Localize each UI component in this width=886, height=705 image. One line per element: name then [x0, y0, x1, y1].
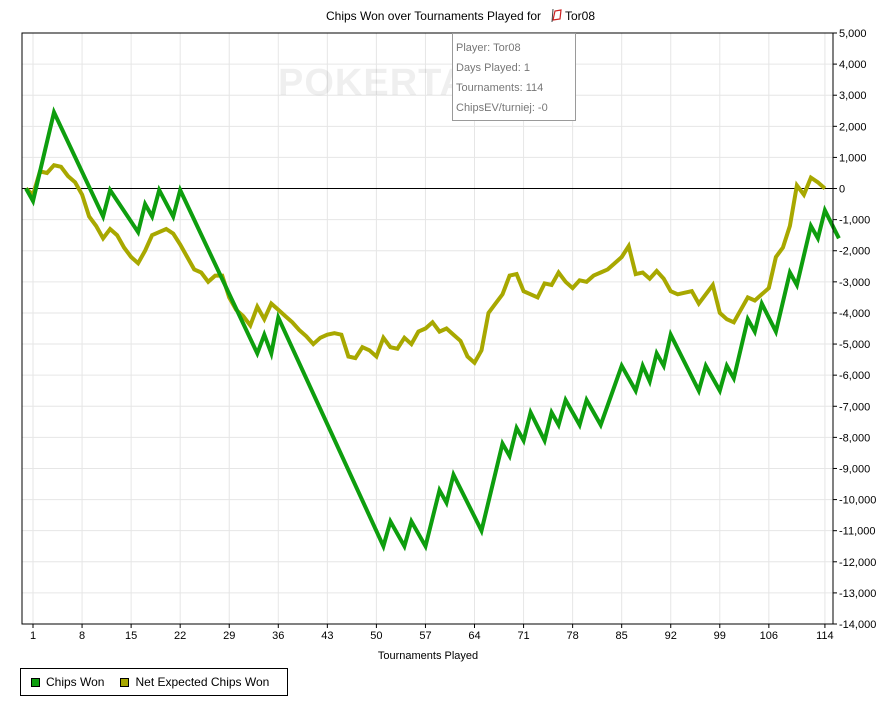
series-line-expected-chips: [24, 162, 827, 366]
x-tick-label: 57: [419, 630, 431, 642]
legend-label-expected-chips: Net Expected Chips Won: [135, 675, 270, 689]
y-tick-label: 3,000: [839, 90, 867, 102]
grid: [22, 32, 833, 625]
legend-label-chips-won: Chips Won: [46, 675, 105, 689]
x-axis-label: Tournaments Played: [378, 650, 478, 662]
y-axis: 5,000 4,000 3,000 2,000 1,000 0 -1,000 -2,000 -3…: [833, 28, 876, 631]
y-tick-label: -12,000: [839, 557, 876, 569]
series-line-chips-won: [24, 106, 841, 552]
y-tick-label: -11,000: [839, 526, 876, 538]
x-tick-label: 99: [714, 630, 726, 642]
tooltip-tournaments: Tournaments: 114: [456, 82, 544, 94]
x-tick-label: 85: [616, 630, 628, 642]
x-tick-label: 64: [468, 630, 480, 642]
chart-title: Chips Won over Tournaments Played for: [326, 9, 541, 23]
legend-item-chips-won[interactable]: Chips Won: [31, 675, 104, 689]
y-tick-label: -1,000: [839, 215, 870, 227]
tooltip: Player: Tor08 Days Played: 1 Tournaments…: [452, 33, 576, 121]
y-tick-label: -9,000: [839, 463, 870, 475]
x-tick-label: 114: [816, 630, 834, 642]
y-tick-label: -10,000: [839, 495, 876, 507]
x-tick-label: 22: [174, 630, 186, 642]
player-flag-icon: [551, 8, 562, 23]
legend-swatch-expected-chips: [120, 677, 130, 687]
x-tick-label: 8: [79, 630, 85, 642]
x-tick-label: 78: [566, 630, 578, 642]
y-tick-label: -6,000: [839, 370, 870, 382]
series-layer: [24, 106, 841, 552]
y-tick-label: 4,000: [839, 59, 867, 71]
legend-swatch-chips-won: [31, 677, 40, 687]
tooltip-ev: ChipsEV/turniej: -0: [456, 102, 548, 114]
x-tick-label: 29: [223, 630, 235, 642]
x-tick-label: 106: [760, 630, 778, 642]
tooltip-days: Days Played: 1: [456, 62, 530, 74]
y-tick-label: 1,000: [839, 152, 867, 164]
y-tick-label: 2,000: [839, 121, 867, 133]
x-axis: 1 8 15 22 29 36 43 50 57 64 71 78 85 92 99 106 114: [30, 624, 834, 642]
x-tick-label: 50: [370, 630, 382, 642]
y-tick-label: -13,000: [839, 588, 876, 600]
y-tick-label: -4,000: [839, 308, 870, 320]
y-tick-label: 5,000: [839, 28, 867, 40]
y-tick-label: -7,000: [839, 401, 870, 413]
x-tick-label: 15: [125, 630, 137, 642]
y-tick-label: -8,000: [839, 432, 870, 444]
y-tick-label: -3,000: [839, 277, 870, 289]
y-tick-label: -5,000: [839, 339, 870, 351]
legend: Chips Won Net Expected Chips Won: [20, 668, 288, 696]
x-tick-label: 1: [30, 630, 36, 642]
tooltip-player: Player: Tor08: [456, 42, 521, 54]
plot-border: [21, 32, 834, 625]
legend-item-expected-chips[interactable]: Net Expected Chips Won: [120, 675, 269, 689]
x-tick-label: 43: [321, 630, 333, 642]
y-tick-label: -2,000: [839, 246, 870, 258]
x-tick-label: 36: [272, 630, 284, 642]
player-name: Tor08: [565, 9, 595, 23]
x-tick-label: 71: [517, 630, 529, 642]
y-tick-label: -14,000: [839, 619, 876, 631]
y-tick-label: 0: [839, 184, 845, 196]
x-tick-label: 92: [665, 630, 677, 642]
